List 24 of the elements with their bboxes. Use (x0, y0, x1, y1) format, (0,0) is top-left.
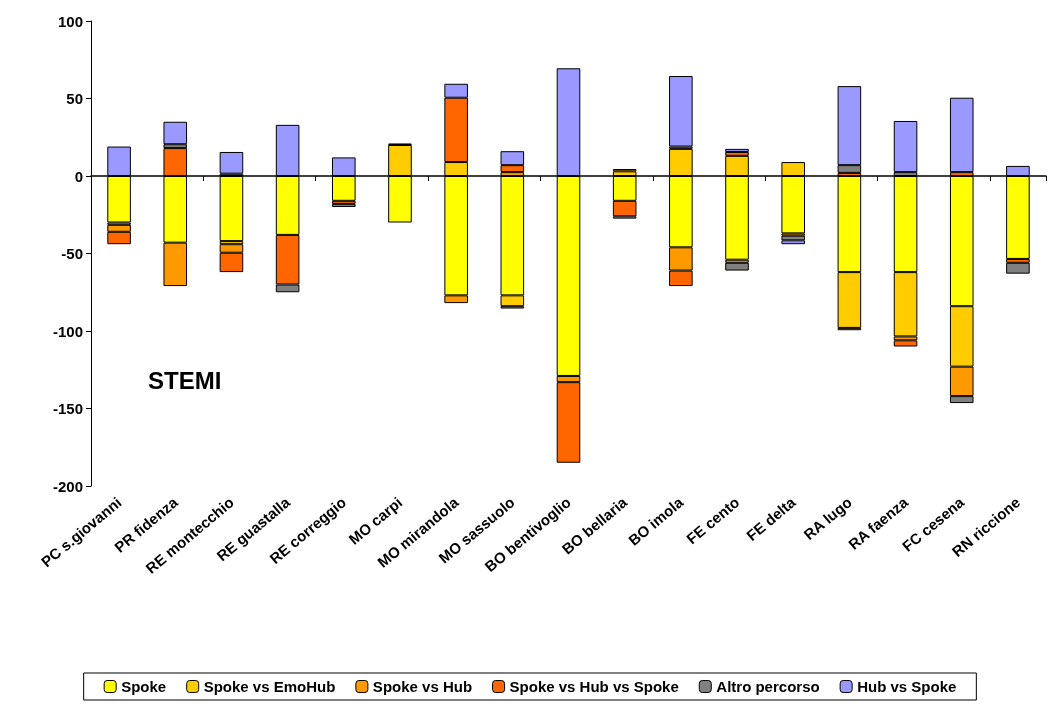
y-tick-label: 0 (74, 167, 83, 185)
legend-label: Altro percorso (716, 678, 820, 695)
bar (893, 120, 918, 173)
y-tick-label: -50 (61, 245, 83, 262)
bar (893, 340, 918, 347)
bar (725, 262, 749, 271)
bar (725, 148, 749, 152)
bar (781, 240, 805, 245)
bar (1006, 262, 1030, 274)
y-tick-label: 50 (66, 90, 83, 107)
legend-label: Spoke vs Hub vs Spoke (509, 678, 679, 695)
bar (949, 97, 974, 173)
y-tick-label: -100 (52, 322, 83, 340)
legend-label: Spoke (121, 678, 167, 695)
legend-label: Spoke vs EmoHub (203, 678, 336, 695)
legend-label: Hub vs Spoke (857, 678, 957, 695)
bar (219, 151, 244, 174)
bar (163, 121, 188, 145)
annotation: STEMI (148, 366, 222, 394)
legend-label: Spoke vs Hub (372, 678, 473, 695)
y-tick-label: -200 (52, 477, 83, 495)
bar (669, 76, 693, 147)
y-tick-label: 100 (57, 12, 83, 30)
y-tick-label: -150 (52, 400, 83, 417)
